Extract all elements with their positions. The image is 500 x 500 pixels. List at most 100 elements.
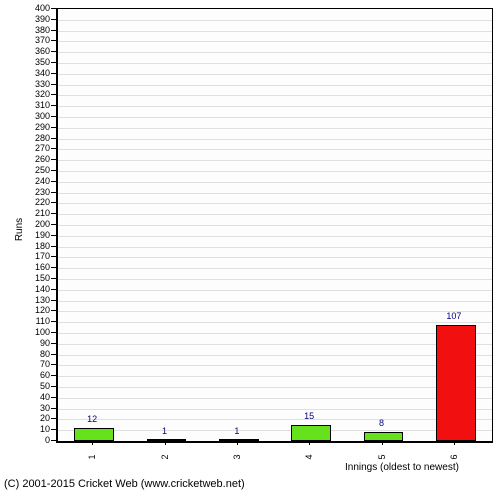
x-tick-label: 2 (160, 454, 170, 459)
y-tick-mark (51, 408, 56, 409)
y-tick-mark (51, 105, 56, 106)
y-tick-mark (51, 116, 56, 117)
y-tick-label: 70 (0, 359, 50, 369)
y-tick-label: 350 (0, 57, 50, 67)
y-tick-mark (51, 418, 56, 419)
grid-line (58, 106, 492, 107)
bar-value-label: 8 (379, 418, 384, 428)
y-tick-mark (51, 138, 56, 139)
grid-line (58, 398, 492, 399)
y-tick-label: 390 (0, 14, 50, 24)
y-tick-mark (51, 213, 56, 214)
x-tick-mark (237, 440, 238, 445)
grid-line (58, 63, 492, 64)
y-tick-mark (51, 192, 56, 193)
grid-line (58, 247, 492, 248)
x-tick-label: 6 (449, 454, 459, 459)
y-tick-mark (51, 375, 56, 376)
y-tick-mark (51, 267, 56, 268)
y-tick-mark (51, 19, 56, 20)
grid-line (58, 117, 492, 118)
grid-line (58, 333, 492, 334)
y-tick-label: 10 (0, 424, 50, 434)
y-tick-mark (51, 73, 56, 74)
y-tick-label: 120 (0, 305, 50, 315)
y-tick-label: 180 (0, 241, 50, 251)
y-tick-mark (51, 300, 56, 301)
x-tick-mark (92, 440, 93, 445)
y-tick-label: 20 (0, 413, 50, 423)
x-tick-label: 3 (232, 454, 242, 459)
grid-line (58, 365, 492, 366)
y-tick-mark (51, 127, 56, 128)
x-axis-title: Innings (oldest to newest) (345, 462, 459, 473)
y-tick-label: 400 (0, 3, 50, 13)
bar-value-label: 12 (87, 414, 97, 424)
y-tick-label: 230 (0, 187, 50, 197)
y-tick-mark (51, 159, 56, 160)
y-tick-label: 300 (0, 111, 50, 121)
bar (219, 439, 259, 441)
grid-line (58, 311, 492, 312)
y-tick-mark (51, 343, 56, 344)
grid-line (58, 290, 492, 291)
y-tick-label: 150 (0, 273, 50, 283)
grid-line (58, 376, 492, 377)
x-tick-mark (382, 440, 383, 445)
y-tick-mark (51, 429, 56, 430)
y-tick-label: 220 (0, 197, 50, 207)
chart-container: 0102030405060708090100110120130140150160… (0, 0, 500, 500)
y-tick-label: 60 (0, 370, 50, 380)
y-tick-label: 330 (0, 79, 50, 89)
y-tick-label: 360 (0, 46, 50, 56)
bar-value-label: 15 (304, 411, 314, 421)
plot-area (56, 8, 493, 443)
x-tick-mark (165, 440, 166, 445)
grid-line (58, 355, 492, 356)
grid-line (58, 193, 492, 194)
y-tick-mark (51, 354, 56, 355)
grid-line (58, 95, 492, 96)
y-tick-mark (51, 321, 56, 322)
y-tick-mark (51, 8, 56, 9)
y-tick-mark (51, 310, 56, 311)
grid-line (58, 182, 492, 183)
grid-line (58, 236, 492, 237)
bar (74, 428, 114, 441)
grid-line (58, 257, 492, 258)
y-tick-mark (51, 51, 56, 52)
grid-line (58, 419, 492, 420)
grid-line (58, 20, 492, 21)
y-tick-label: 170 (0, 251, 50, 261)
grid-line (58, 214, 492, 215)
bar (147, 439, 187, 441)
grid-line (58, 203, 492, 204)
grid-line (58, 301, 492, 302)
grid-line (58, 409, 492, 410)
y-tick-label: 380 (0, 25, 50, 35)
y-tick-mark (51, 84, 56, 85)
grid-line (58, 160, 492, 161)
y-tick-mark (51, 181, 56, 182)
bar-value-label: 107 (446, 311, 461, 321)
grid-line (58, 268, 492, 269)
bar (291, 425, 331, 441)
copyright-text: (C) 2001-2015 Cricket Web (www.cricketwe… (4, 478, 245, 490)
y-tick-label: 30 (0, 403, 50, 413)
y-tick-label: 210 (0, 208, 50, 218)
bar-value-label: 1 (234, 426, 239, 436)
y-tick-label: 160 (0, 262, 50, 272)
y-tick-label: 250 (0, 165, 50, 175)
y-tick-label: 0 (0, 435, 50, 445)
y-tick-label: 140 (0, 284, 50, 294)
y-axis-title: Runs (14, 218, 25, 241)
y-tick-label: 50 (0, 381, 50, 391)
grid-line (58, 52, 492, 53)
y-tick-mark (51, 246, 56, 247)
x-tick-label: 4 (304, 454, 314, 459)
y-tick-mark (51, 278, 56, 279)
y-tick-label: 260 (0, 154, 50, 164)
grid-line (58, 171, 492, 172)
y-tick-mark (51, 386, 56, 387)
y-tick-mark (51, 332, 56, 333)
